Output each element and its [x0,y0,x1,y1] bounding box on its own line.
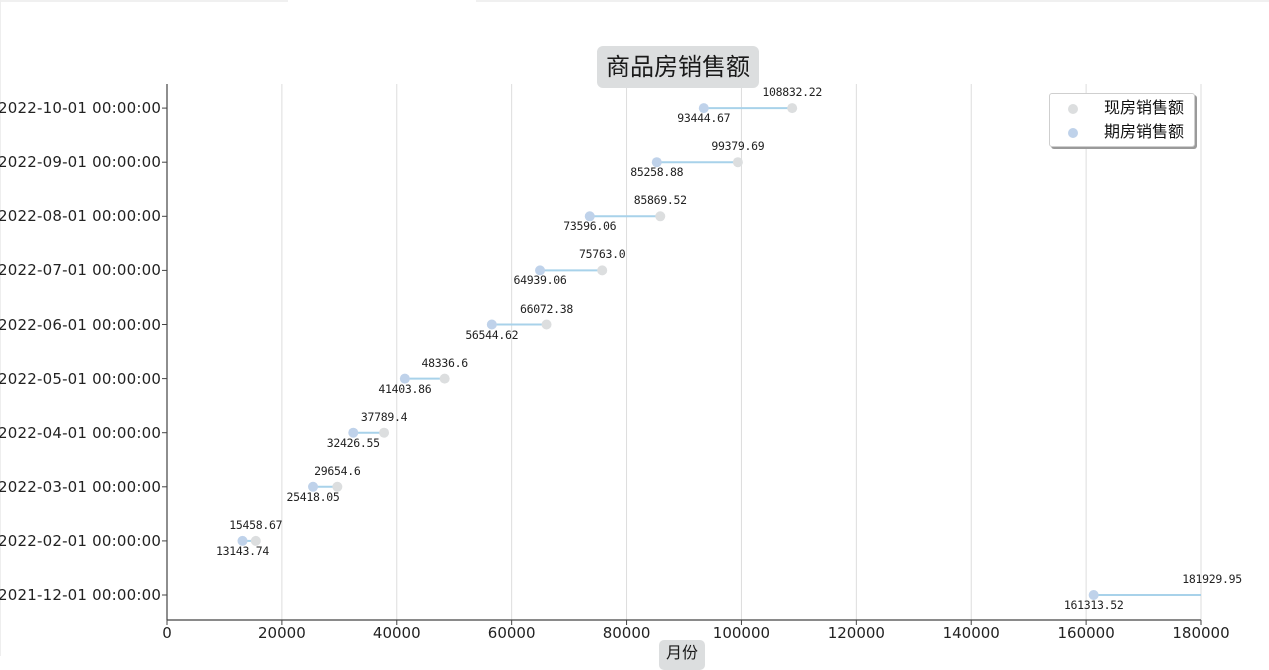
y-tick-label: 2022-09-01 00:00:00 [0,153,162,172]
left-border [0,0,1,656]
existing-homes-value-label: 37789.4 [360,409,408,424]
legend-label: 期房销售额 [1104,122,1185,141]
top-border-segment [0,0,288,2]
presale-homes-value-label: 93444.67 [677,111,731,126]
y-tick-label: 2022-06-01 00:00:00 [0,315,162,334]
existing-homes-value-label: 181929.95 [1182,572,1242,586]
y-tick-label: 2022-02-01 00:00:00 [0,531,162,550]
axes [162,84,1202,625]
x-tick-label: 20000 [258,624,306,642]
presale-homes-marker [308,481,319,492]
presale-homes-marker [698,103,709,114]
presale-homes-value-label: 25418.05 [286,489,340,504]
presale-homes-marker [237,535,248,546]
top-border-segment [476,0,1269,2]
presale-homes-value-label: 56544.62 [465,327,519,342]
existing-homes-value-label: 108832.22 [762,85,822,100]
presale-homes-value-label: 32426.55 [326,435,380,450]
presale-homes-value-label: 64939.06 [513,273,567,288]
y-tick-label: 2022-04-01 00:00:00 [0,423,162,442]
existing-homes-marker [250,535,261,546]
data-series [237,103,1217,600]
presale-homes-value-label: 41403.86 [378,381,432,396]
grid-lines [281,84,1202,620]
existing-homes-value-label: 66072.38 [520,301,574,316]
existing-homes-value-label: 15458.67 [229,517,283,532]
presale-homes-marker [399,373,410,384]
x-tick-label: 40000 [372,624,421,642]
existing-homes-value-label: 75763.0 [579,247,626,262]
x-tick-label: 180000 [1172,624,1230,642]
x-tick-label: 100000 [712,624,771,642]
y-tick-label: 2022-08-01 00:00:00 [0,207,162,226]
legend: 现房销售额 期房销售额 [1049,93,1195,147]
x-tick-label: 60000 [487,624,536,642]
existing-homes-value-label: 29654.6 [314,463,361,478]
existing-homes-marker [655,211,666,222]
presale-homes-value-label: 85258.88 [630,165,684,180]
existing-homes-marker [379,427,390,438]
presale-homes-value-label: 13143.74 [216,543,269,558]
presale-homes-marker [584,211,595,222]
legend-label: 现房销售额 [1104,98,1185,117]
presale-homes-marker [535,265,546,276]
y-tick-label: 2022-05-01 00:00:00 [0,369,162,388]
y-tick-label: 2022-07-01 00:00:00 [0,261,162,280]
legend-item-existing-homes: 现房销售额 [1050,97,1194,119]
existing-homes-value-label: 48336.6 [421,355,468,370]
existing-homes-marker [332,481,343,492]
y-tick-label: 2022-03-01 00:00:00 [0,477,162,496]
existing-homes-marker [541,319,552,330]
existing-homes-marker [787,103,798,114]
x-tick-label: 160000 [1057,624,1115,642]
y-tick-label: 2022-10-01 00:00:00 [0,99,162,118]
x-tick-label: 140000 [942,624,1000,642]
existing-homes-marker [1207,590,1217,600]
presale-homes-marker [1088,590,1099,600]
x-tick-label: 80000 [602,624,651,642]
legend-marker-icon [1068,128,1078,138]
presale-homes-marker [651,157,662,168]
presale-homes-marker [486,319,497,330]
existing-homes-value-label: 85869.52 [633,193,687,208]
existing-homes-marker [439,373,450,384]
presale-homes-value-label: 73596.06 [563,219,617,234]
existing-homes-marker [732,157,743,168]
existing-homes-marker [597,265,608,276]
y-tick-label: 2021-12-01 00:00:00 [0,586,162,604]
existing-homes-value-label: 99379.69 [711,139,765,154]
plot-area [162,84,1217,625]
presale-homes-marker [348,427,359,438]
x-tick-label: 120000 [827,624,885,642]
x-tick-label: 0 [162,624,172,642]
legend-item-presale-homes: 期房销售额 [1050,121,1194,143]
chart-title: 商品房销售额 [597,46,759,88]
presale-homes-value-label: 161313.52 [1063,598,1124,612]
legend-marker-icon [1068,104,1078,114]
x-axis-label: 月份 [659,640,706,670]
